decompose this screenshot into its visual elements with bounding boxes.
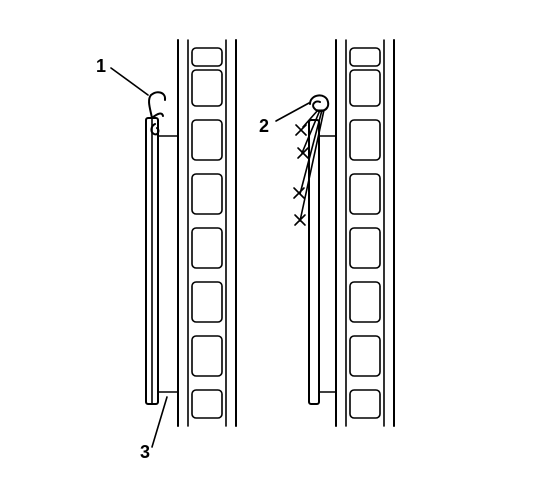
right-rail	[335, 39, 395, 427]
right-panel-assembly	[293, 94, 337, 405]
callout-2: 2	[259, 116, 269, 136]
left-panel-assembly	[145, 91, 179, 405]
callout-leaders	[110, 67, 310, 448]
left-rail	[177, 39, 237, 427]
callout-1: 1	[96, 56, 106, 76]
callout-3: 3	[140, 442, 150, 462]
